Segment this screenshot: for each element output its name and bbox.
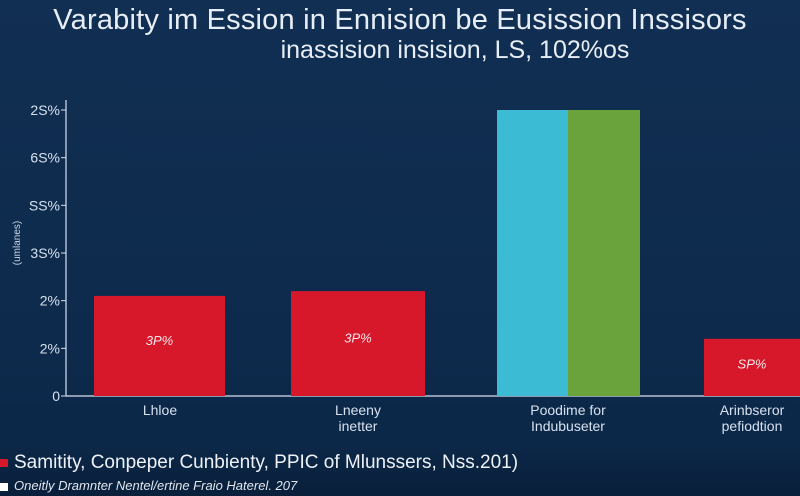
bar-data-label: 3P%: [146, 333, 173, 348]
x-category-label: Indubuseter: [531, 418, 605, 434]
footer-note-text: Oneitly Dramnter Nentel/ertine Fraio Hat…: [14, 478, 298, 493]
bar: [291, 291, 425, 396]
y-tick-label: 2S%: [30, 102, 60, 118]
y-tick-label: SS%: [29, 197, 60, 213]
chart-title: Varabity im Ession in Ennision be Eusiss…: [53, 4, 747, 36]
x-category-label: Poodime for: [530, 402, 606, 418]
y-tick-label: 3S%: [30, 245, 60, 261]
footer-marker-red: [0, 458, 8, 467]
x-category-label: Lneeny: [335, 402, 381, 418]
bar-data-label: 3P%: [344, 330, 371, 345]
footer-source-text: Samitity, Conpeper Cunbienty, PPIC of Ml…: [14, 452, 519, 473]
y-tick-label: 2%: [40, 293, 60, 309]
footer-note: Oneitly Dramnter Nentel/ertine Fraio Hat…: [0, 478, 800, 493]
bar: [568, 110, 640, 396]
footer-source: Samitity, Conpeper Cunbienty, PPIC of Ml…: [0, 452, 800, 474]
x-category-label: Lhloe: [143, 402, 177, 418]
x-category-label: Arinbseror: [720, 402, 785, 418]
footer-marker-white: [0, 482, 8, 491]
y-tick-label: 6S%: [30, 150, 60, 166]
y-tick-label: 2%: [40, 340, 60, 356]
x-category-label: inetter: [339, 418, 378, 434]
x-category-label: pefiodtion: [722, 418, 783, 434]
chart-subtitle: inassision insision, LS, 102%os: [280, 36, 630, 64]
y-tick-label: 0: [52, 388, 60, 404]
bar: [497, 110, 568, 396]
bar-data-label: SP%: [738, 357, 767, 372]
bar: [704, 338, 800, 396]
bar: [94, 295, 225, 396]
footer-band: [0, 447, 800, 496]
y-axis-label: (umlanes): [12, 221, 23, 265]
